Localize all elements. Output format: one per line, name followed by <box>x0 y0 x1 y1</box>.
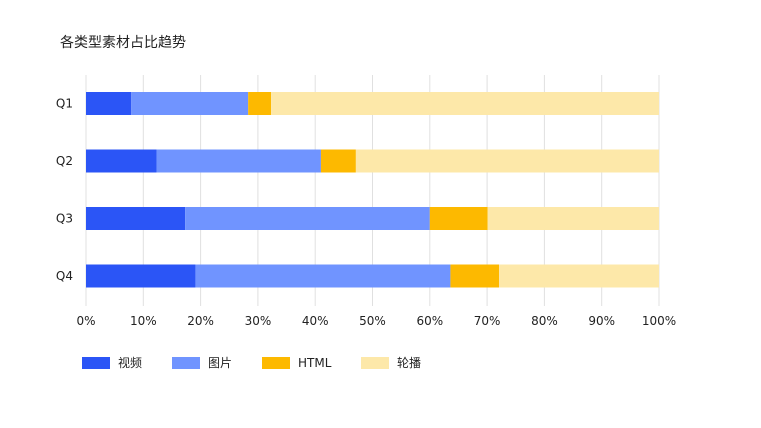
bar-segment <box>86 264 196 288</box>
bar-segment <box>156 149 321 173</box>
x-tick-label: 20% <box>187 314 214 328</box>
x-tick-label: 70% <box>474 314 501 328</box>
category-label: Q3 <box>56 212 73 226</box>
legend-label: 轮播 <box>397 356 421 370</box>
bars <box>86 92 659 288</box>
legend-swatch <box>82 357 110 369</box>
legend: 视频 图片 HTML 轮播 <box>82 355 421 370</box>
legend-swatch <box>262 357 290 369</box>
x-tick-label: 100% <box>642 314 676 328</box>
bar-segment <box>355 149 659 173</box>
x-tick-label: 40% <box>302 314 329 328</box>
legend-swatch <box>361 357 389 369</box>
x-tick-label: 0% <box>76 314 95 328</box>
category-label: Q2 <box>56 154 73 168</box>
x-tick-label: 10% <box>130 314 157 328</box>
category-labels: Q1 Q2 Q3 Q4 <box>56 97 73 284</box>
legend-swatch <box>172 357 200 369</box>
bar-segment <box>450 264 500 288</box>
legend-label: 图片 <box>208 356 232 370</box>
bar-segment <box>271 92 659 115</box>
bar-segment <box>248 92 272 115</box>
x-tick-label: 60% <box>416 314 443 328</box>
bar-segment <box>86 207 186 230</box>
x-tick-label: 90% <box>588 314 615 328</box>
bar-segment <box>185 207 430 230</box>
x-tick-label: 80% <box>531 314 558 328</box>
category-label: Q1 <box>56 97 73 111</box>
chart-title: 各类型素材占比趋势 <box>60 35 186 51</box>
bar-segment <box>429 207 488 230</box>
category-label: Q4 <box>56 269 73 283</box>
bar-segment <box>499 264 659 288</box>
x-tick-label: 50% <box>359 314 386 328</box>
bar-segment <box>487 207 659 230</box>
legend-label: HTML <box>298 356 332 370</box>
x-tick-labels: 0% 10% 20% 30% 40% 50% 60% 70% 80% 90% 100% <box>76 314 676 328</box>
bar-segment <box>86 149 157 173</box>
x-tick-label: 30% <box>245 314 272 328</box>
bar-segment <box>320 149 356 173</box>
bar-segment <box>86 92 132 115</box>
legend-label: 视频 <box>118 355 142 370</box>
bar-segment <box>195 264 451 288</box>
bar-segment <box>131 92 249 115</box>
